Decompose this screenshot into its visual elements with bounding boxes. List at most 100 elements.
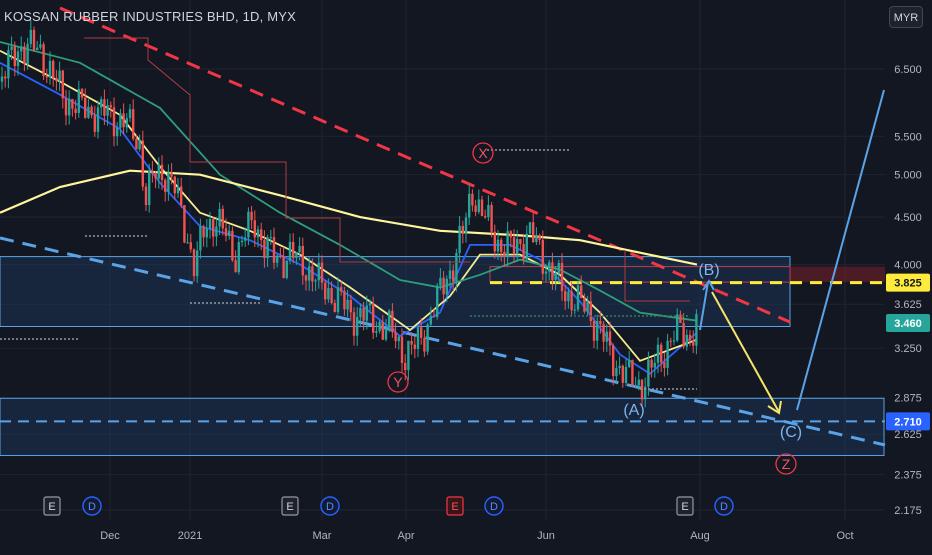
candle-body	[442, 277, 445, 295]
dividend-marker[interactable]: D	[320, 496, 340, 516]
candle-body	[439, 277, 442, 286]
candle-body	[173, 176, 176, 194]
dividend-marker[interactable]: D	[714, 496, 734, 516]
candle-body	[308, 266, 311, 281]
candle-body	[599, 320, 602, 325]
price-tick-label: 2.375	[894, 470, 922, 482]
candle-body	[141, 140, 144, 187]
candle-body	[624, 366, 628, 383]
candle-body	[669, 340, 672, 342]
time-tick-label: 2021	[178, 530, 202, 542]
candle-body	[234, 260, 237, 273]
candle-body	[52, 60, 55, 78]
candle-body	[634, 385, 637, 387]
candle-body	[55, 77, 58, 81]
candle-body	[506, 231, 509, 257]
candle-body	[61, 70, 64, 99]
candle-body	[391, 310, 394, 333]
candle-body	[676, 314, 679, 341]
earnings-marker[interactable]: E	[676, 496, 694, 516]
dividend-circle	[714, 496, 734, 516]
wave-text: (B)	[698, 262, 719, 279]
candle-body	[148, 170, 151, 206]
candle-body	[458, 226, 461, 253]
dividend-marker[interactable]: D	[82, 496, 102, 516]
candle-body	[103, 99, 106, 116]
wave-text: (A)	[623, 402, 644, 419]
trendlines-layer	[0, 6, 886, 447]
moving-average-3	[0, 41, 698, 322]
candle-body	[432, 315, 436, 317]
candle-body	[522, 243, 525, 260]
candle-body	[218, 208, 221, 227]
candle-body	[474, 205, 477, 212]
candle-body	[244, 237, 247, 241]
candle-body	[496, 239, 500, 252]
earnings-marker[interactable]: E	[43, 496, 61, 516]
price-label-bg	[886, 412, 930, 431]
candle-body	[333, 303, 336, 313]
candle-body	[400, 336, 404, 363]
candle-body	[464, 217, 468, 234]
candle-body	[266, 237, 269, 259]
candle-body	[186, 242, 189, 244]
wave-label-3: (A)	[623, 402, 644, 419]
candle-body	[87, 106, 90, 118]
price-axis[interactable]: 6.500 5.500 5.000 4.500 4.000 3.625 3.250 2.875…	[886, 64, 930, 517]
candle-body	[666, 340, 669, 368]
candle-body	[365, 305, 368, 321]
event-letter: D	[88, 501, 96, 513]
wave-label-4: (B)	[698, 262, 719, 279]
candle-body	[586, 301, 589, 312]
candle-body	[68, 99, 71, 116]
candle-body	[58, 70, 61, 81]
candle-body	[362, 307, 365, 321]
red-trendline	[59, 6, 791, 324]
moving-average-4	[0, 169, 698, 266]
dividend-circle	[484, 496, 504, 516]
candle-body	[570, 291, 573, 311]
candle-body	[346, 299, 349, 310]
step-line-2	[624, 250, 690, 302]
time-axis[interactable]: Dec 2021 Mar Apr Jun Aug Oct	[100, 530, 853, 542]
candle-body	[493, 231, 496, 252]
earnings-marker[interactable]: E	[446, 496, 464, 516]
candle-body	[164, 179, 167, 192]
candle-body	[535, 235, 538, 243]
currency-button[interactable]: MYR	[889, 6, 923, 28]
candle-body	[516, 239, 519, 254]
candle-body	[480, 199, 484, 216]
event-letter: D	[326, 501, 334, 513]
candle-body	[423, 337, 426, 352]
candle-body	[631, 359, 634, 386]
time-tick-label: Dec	[100, 530, 120, 542]
candle-body	[608, 331, 612, 346]
candle-body	[567, 291, 570, 302]
projection-down-arrow	[711, 291, 780, 413]
candle-body	[128, 109, 132, 119]
candle-body	[336, 287, 340, 313]
price-tick-label: 5.500	[894, 131, 922, 143]
candle-body	[298, 245, 301, 253]
candle-body	[576, 285, 580, 310]
candle-body	[224, 228, 228, 237]
annotations-layer	[0, 37, 885, 415]
candle-body	[32, 29, 36, 51]
candle-body	[538, 235, 541, 240]
candle-body	[461, 226, 464, 234]
candle-body	[10, 46, 13, 50]
time-tick-label: Apr	[397, 530, 414, 542]
candle-body	[557, 262, 560, 273]
candle-body	[231, 230, 234, 261]
candle-body	[84, 97, 87, 118]
candle-body	[544, 271, 548, 274]
candle-body	[106, 105, 109, 116]
earnings-marker[interactable]: E	[281, 496, 299, 516]
candle-body	[196, 250, 199, 277]
candle-body	[45, 76, 48, 78]
dividend-marker[interactable]: D	[484, 496, 504, 516]
candle-body	[180, 186, 183, 206]
